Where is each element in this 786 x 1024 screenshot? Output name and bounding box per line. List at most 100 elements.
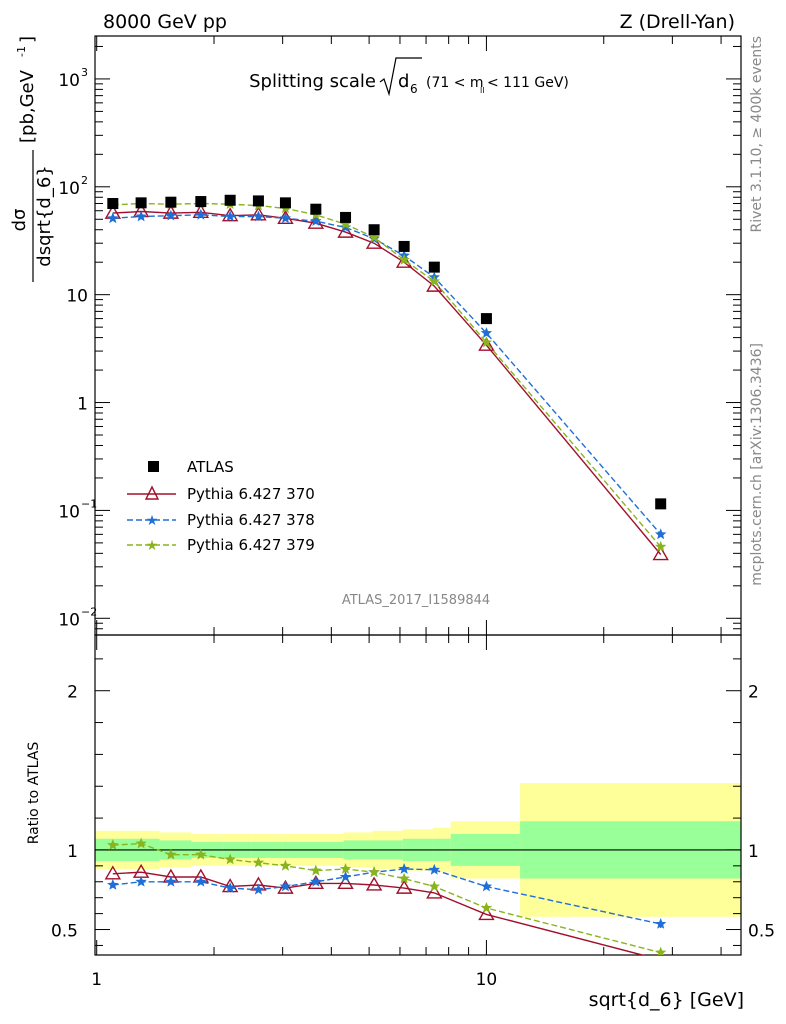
series-1-ratio-marker-1 bbox=[135, 875, 147, 887]
ratio-y-axis-label: Ratio to ATLAS bbox=[26, 742, 42, 845]
ylabel-units: [pb,GeV bbox=[17, 69, 38, 143]
atlas-point-6 bbox=[279, 197, 291, 209]
ylabel-units-sup: -1 bbox=[15, 46, 28, 57]
series-1-marker-5 bbox=[252, 210, 265, 222]
series-1-marker-0 bbox=[107, 212, 119, 224]
ylabel-numerator: dσ bbox=[9, 209, 30, 232]
x-tick-label-0: 1 bbox=[91, 970, 102, 990]
series-0-ratio-marker-9 bbox=[365, 876, 383, 891]
series-1-marker-4 bbox=[224, 210, 236, 222]
y-tick-label-0: 10 bbox=[58, 610, 80, 630]
title-range-suffix: < 111 GeV) bbox=[487, 75, 569, 91]
legend-marker-series-378: ★ bbox=[146, 513, 159, 529]
ratio-y-tick-label-right-1: 1 bbox=[748, 842, 759, 862]
series-2-ratio-marker-3 bbox=[195, 848, 207, 860]
y-tick-exp-5: 3 bbox=[81, 66, 88, 79]
atlas-point-8 bbox=[340, 211, 352, 223]
series-1-ratio-marker-7 bbox=[310, 875, 322, 887]
title-range-prefix: (71 < m bbox=[426, 75, 484, 91]
series-1-marker-7 bbox=[310, 215, 322, 226]
legend-marker-atlas bbox=[148, 461, 159, 472]
y-tick-label-1: 10 bbox=[58, 502, 80, 522]
series-line-ratio-0 bbox=[112, 871, 646, 955]
series-2-marker-8 bbox=[339, 218, 352, 230]
series-1-ratio-marker-8 bbox=[339, 871, 352, 882]
x-axis-label: sqrt{d_6} [GeV] bbox=[589, 989, 744, 1011]
header-right: Z (Drell-Yan) bbox=[620, 11, 735, 33]
legend: ATLAS Pythia 6.427 370 ★ Pythia 6.427 37… bbox=[127, 458, 315, 554]
series-2-marker-11 bbox=[428, 275, 440, 287]
legend-label-atlas: ATLAS bbox=[187, 458, 234, 476]
series-0-marker-10 bbox=[395, 253, 413, 268]
legend-label-series-370: Pythia 6.427 370 bbox=[187, 485, 315, 503]
series-0-marker-7 bbox=[307, 214, 325, 229]
ylabel-units-end: ] bbox=[17, 36, 38, 43]
legend-entry-series-370: Pythia 6.427 370 bbox=[127, 485, 315, 503]
series-0-ratio-marker-11 bbox=[426, 884, 443, 899]
series-0-marker-8 bbox=[337, 223, 354, 238]
series-1-marker-12 bbox=[480, 327, 493, 338]
y-tick-label-5: 10 bbox=[58, 71, 80, 91]
x-tick-label-1: 10 bbox=[476, 970, 498, 990]
ratio-y-tick-label-1: 1 bbox=[67, 842, 78, 862]
atlas-data bbox=[107, 194, 667, 510]
ratio-y-tick-label-right-0: 0.5 bbox=[748, 922, 775, 942]
series-1-ratio-marker-4 bbox=[224, 882, 236, 893]
series-ratio-2 bbox=[107, 837, 667, 955]
series-1-ratio-marker-6 bbox=[279, 880, 292, 892]
series-1-ratio-marker-5 bbox=[252, 883, 265, 895]
analysis-label: ATLAS_2017_I1589844 bbox=[342, 593, 490, 608]
series-1-ratio-marker-0 bbox=[107, 879, 119, 890]
y-tick-exp-0: −2 bbox=[81, 605, 97, 618]
atlas-point-3 bbox=[195, 196, 207, 208]
y-tick-label-3: 10 bbox=[66, 287, 88, 307]
series-main-0 bbox=[104, 203, 669, 561]
plot-title: Splitting scale d 6 (71 < m ll < 111 GeV… bbox=[249, 57, 569, 97]
atlas-point-1 bbox=[135, 197, 147, 209]
series-ratio-0 bbox=[104, 863, 663, 955]
atlas-point-5 bbox=[252, 195, 264, 207]
series-2-marker-13 bbox=[655, 540, 667, 552]
series-1-ratio-marker-10 bbox=[398, 863, 410, 874]
series-0-ratio-marker-8 bbox=[337, 874, 354, 890]
y-tick-label-4: 10 bbox=[58, 179, 80, 199]
atlas-point-12 bbox=[480, 313, 492, 325]
series-1-ratio-marker-12 bbox=[480, 880, 493, 892]
series-layer bbox=[104, 194, 669, 955]
series-0-ratio-marker-12 bbox=[478, 906, 495, 921]
ylabel-denominator: dsqrt{d_6} bbox=[34, 165, 55, 266]
series-0-marker-12 bbox=[478, 336, 495, 351]
series-2-ratio-marker-11 bbox=[428, 880, 440, 892]
series-1-ratio-marker-2 bbox=[165, 875, 177, 887]
legend-entry-series-379: ★ Pythia 6.427 379 bbox=[127, 536, 315, 554]
series-2-ratio-marker-7 bbox=[310, 864, 322, 876]
series-2-ratio-marker-13 bbox=[655, 946, 667, 955]
series-2-marker-10 bbox=[398, 253, 410, 265]
series-0-ratio-marker-0 bbox=[104, 865, 122, 880]
atlas-point-11 bbox=[428, 261, 440, 273]
series-1-marker-13 bbox=[655, 528, 667, 540]
legend-label-series-379: Pythia 6.427 379 bbox=[187, 536, 315, 554]
series-1-marker-2 bbox=[165, 209, 177, 221]
series-2-ratio-marker-10 bbox=[398, 872, 410, 884]
series-line-ratio-1 bbox=[112, 868, 661, 925]
series-2-ratio-marker-5 bbox=[252, 856, 265, 868]
series-2-ratio-marker-2 bbox=[165, 848, 177, 860]
series-1-marker-6 bbox=[279, 212, 292, 224]
series-2-ratio-marker-4 bbox=[224, 853, 236, 865]
series-0-ratio-marker-10 bbox=[395, 879, 413, 894]
legend-entry-series-378: ★ Pythia 6.427 378 bbox=[127, 511, 315, 529]
atlas-point-4 bbox=[224, 194, 236, 206]
atlas-point-10 bbox=[398, 240, 410, 252]
ratio-y-tick-label-right-2: 2 bbox=[748, 683, 759, 703]
series-0-marker-9 bbox=[365, 234, 383, 249]
header-left: 8000 GeV pp bbox=[103, 11, 227, 33]
series-1-marker-8 bbox=[339, 221, 352, 233]
series-0-marker-5 bbox=[250, 206, 267, 221]
series-2-ratio-marker-9 bbox=[368, 866, 380, 878]
title-range-sub: ll bbox=[480, 86, 484, 95]
series-1-ratio-marker-11 bbox=[428, 863, 440, 875]
series-2-ratio-marker-0 bbox=[107, 839, 119, 850]
series-1-marker-3 bbox=[195, 208, 207, 220]
